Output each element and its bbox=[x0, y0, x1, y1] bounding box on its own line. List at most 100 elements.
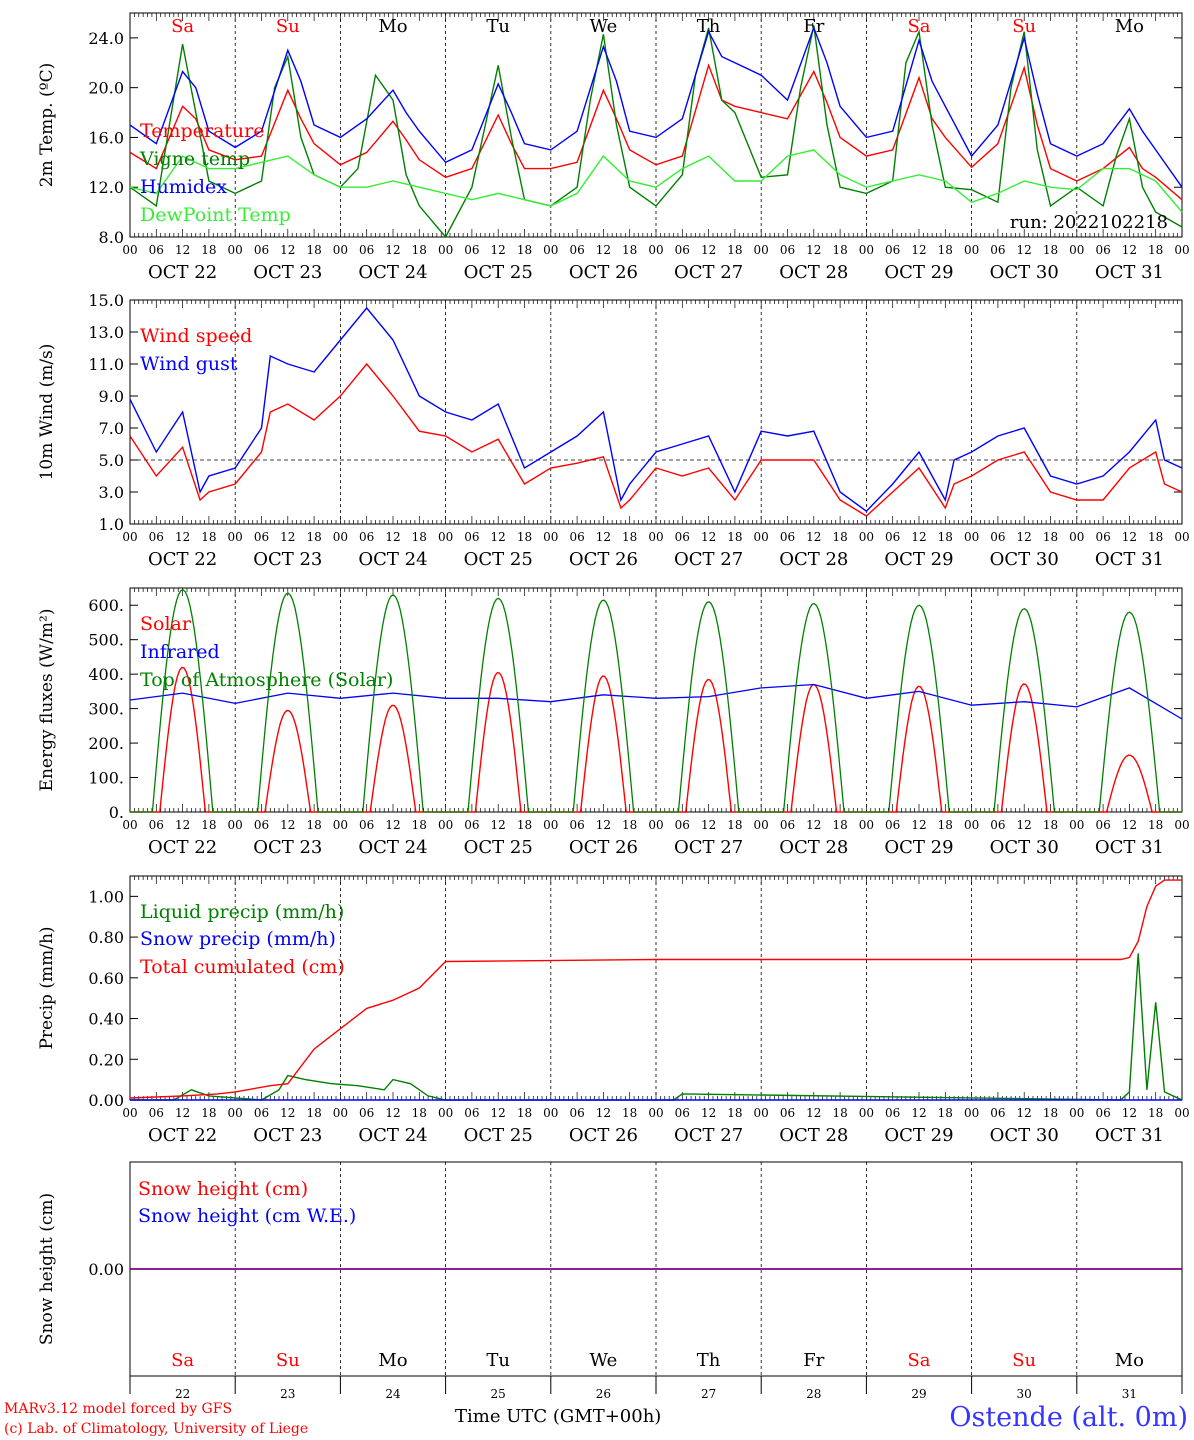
series-line-temperature bbox=[129, 63, 1183, 201]
y-tick-label: 0.20 bbox=[88, 1050, 124, 1069]
hour-tick-label: 06 bbox=[464, 243, 479, 257]
hour-tick-label: 18 bbox=[622, 530, 637, 544]
hour-tick-label: 12 bbox=[280, 1106, 295, 1120]
hour-tick-label: 12 bbox=[280, 530, 295, 544]
legend-entry: Liquid precip (mm/h) bbox=[140, 901, 344, 923]
hour-tick-label: 06 bbox=[569, 243, 584, 257]
date-label: OCT 30 bbox=[990, 262, 1059, 283]
hour-tick-label: 00 bbox=[964, 530, 979, 544]
hour-tick-label: 00 bbox=[228, 530, 243, 544]
hour-tick-label: 18 bbox=[306, 530, 321, 544]
hour-tick-label: 00 bbox=[543, 530, 558, 544]
hour-tick-label: 06 bbox=[1095, 243, 1110, 257]
day-number-label: 23 bbox=[280, 1387, 295, 1401]
hour-tick-label: 06 bbox=[990, 1106, 1005, 1120]
weekday-label-bottom: Sa bbox=[171, 1350, 194, 1371]
y-axis-label: 2m Temp. (ºC) bbox=[37, 63, 57, 188]
hour-tick-label: 00 bbox=[1174, 243, 1189, 257]
y-tick-label: 0.00 bbox=[88, 1091, 124, 1110]
weekday-label-bottom: Fr bbox=[803, 1350, 824, 1371]
legend-entry: Wind speed bbox=[140, 325, 252, 347]
weekday-label-top: Su bbox=[276, 16, 300, 37]
hour-tick-label: 00 bbox=[964, 243, 979, 257]
date-label: OCT 27 bbox=[674, 837, 743, 858]
weekday-label-bottom: Mo bbox=[378, 1350, 407, 1371]
hour-tick-label: 00 bbox=[438, 1106, 453, 1120]
date-label: OCT 24 bbox=[358, 1125, 427, 1146]
hour-tick-label: 18 bbox=[832, 530, 847, 544]
hour-tick-label: 18 bbox=[201, 530, 216, 544]
weekday-label-top: Su bbox=[1012, 16, 1036, 37]
date-label: OCT 23 bbox=[253, 262, 322, 283]
weekday-label-bottom: Tu bbox=[486, 1350, 510, 1371]
date-label: OCT 24 bbox=[358, 549, 427, 570]
hour-tick-label: 12 bbox=[1122, 243, 1137, 257]
hour-tick-label: 06 bbox=[780, 243, 795, 257]
date-label: OCT 25 bbox=[464, 837, 533, 858]
series-line-infrared bbox=[129, 683, 1183, 720]
legend-entry: Infrared bbox=[140, 641, 220, 663]
hour-tick-label: 12 bbox=[806, 243, 821, 257]
y-tick-label: 400. bbox=[88, 665, 124, 684]
hour-tick-label: 00 bbox=[228, 1106, 243, 1120]
hour-tick-label: 06 bbox=[990, 530, 1005, 544]
hour-tick-label: 12 bbox=[1017, 243, 1032, 257]
hour-tick-label: 18 bbox=[832, 1106, 847, 1120]
y-tick-label: 12.0 bbox=[88, 178, 124, 197]
hour-tick-label: 00 bbox=[754, 243, 769, 257]
hour-tick-label: 00 bbox=[648, 1106, 663, 1120]
series-line-total-cumulated-cm- bbox=[129, 879, 1182, 1099]
hour-tick-label: 06 bbox=[149, 530, 164, 544]
weekday-label-top: Mo bbox=[378, 16, 407, 37]
hour-tick-label: 18 bbox=[938, 530, 953, 544]
hour-tick-label: 00 bbox=[964, 1106, 979, 1120]
legend-entry: Snow precip (mm/h) bbox=[140, 928, 336, 950]
y-tick-label: 3.0 bbox=[99, 483, 124, 502]
date-label: OCT 31 bbox=[1095, 262, 1164, 283]
hour-tick-label: 00 bbox=[543, 1106, 558, 1120]
series-line-vigne-temp bbox=[129, 25, 1183, 239]
weekday-label-bottom: Su bbox=[276, 1350, 300, 1371]
hour-tick-label: 06 bbox=[254, 243, 269, 257]
y-axis-label: 10m Wind (m/s) bbox=[37, 344, 57, 481]
hour-tick-label: 00 bbox=[543, 243, 558, 257]
hour-tick-label: 00 bbox=[648, 818, 663, 832]
hour-tick-label: 12 bbox=[911, 818, 926, 832]
hour-tick-label: 00 bbox=[859, 530, 874, 544]
date-label: OCT 28 bbox=[779, 1125, 848, 1146]
day-number-label: 30 bbox=[1017, 1387, 1032, 1401]
station-name: Ostende (alt. 0m) bbox=[949, 1402, 1188, 1433]
date-label: OCT 22 bbox=[148, 262, 217, 283]
hour-tick-label: 00 bbox=[228, 818, 243, 832]
hour-tick-label: 12 bbox=[701, 818, 716, 832]
date-label: OCT 29 bbox=[884, 1125, 953, 1146]
hour-tick-label: 06 bbox=[990, 818, 1005, 832]
date-label: OCT 27 bbox=[674, 1125, 743, 1146]
hour-tick-label: 12 bbox=[175, 530, 190, 544]
hour-tick-label: 18 bbox=[832, 243, 847, 257]
hour-tick-label: 18 bbox=[201, 1106, 216, 1120]
hour-tick-label: 06 bbox=[149, 243, 164, 257]
hour-tick-label: 12 bbox=[175, 818, 190, 832]
hour-tick-label: 00 bbox=[438, 530, 453, 544]
hour-tick-label: 12 bbox=[701, 1106, 716, 1120]
hour-tick-label: 12 bbox=[280, 818, 295, 832]
hour-tick-label: 12 bbox=[491, 818, 506, 832]
hour-tick-label: 06 bbox=[464, 1106, 479, 1120]
hour-tick-label: 00 bbox=[754, 530, 769, 544]
hour-tick-label: 06 bbox=[254, 1106, 269, 1120]
date-label: OCT 22 bbox=[148, 837, 217, 858]
hour-tick-label: 00 bbox=[964, 818, 979, 832]
legend-entry: Solar bbox=[140, 613, 192, 635]
hour-tick-label: 18 bbox=[727, 818, 742, 832]
hour-tick-label: 00 bbox=[438, 243, 453, 257]
hour-tick-label: 00 bbox=[1069, 530, 1084, 544]
date-label: OCT 31 bbox=[1095, 837, 1164, 858]
hour-tick-label: 12 bbox=[280, 243, 295, 257]
hour-tick-label: 18 bbox=[622, 818, 637, 832]
hour-tick-label: 06 bbox=[780, 818, 795, 832]
hour-tick-label: 18 bbox=[727, 1106, 742, 1120]
hour-tick-label: 06 bbox=[569, 530, 584, 544]
date-label: OCT 28 bbox=[779, 837, 848, 858]
